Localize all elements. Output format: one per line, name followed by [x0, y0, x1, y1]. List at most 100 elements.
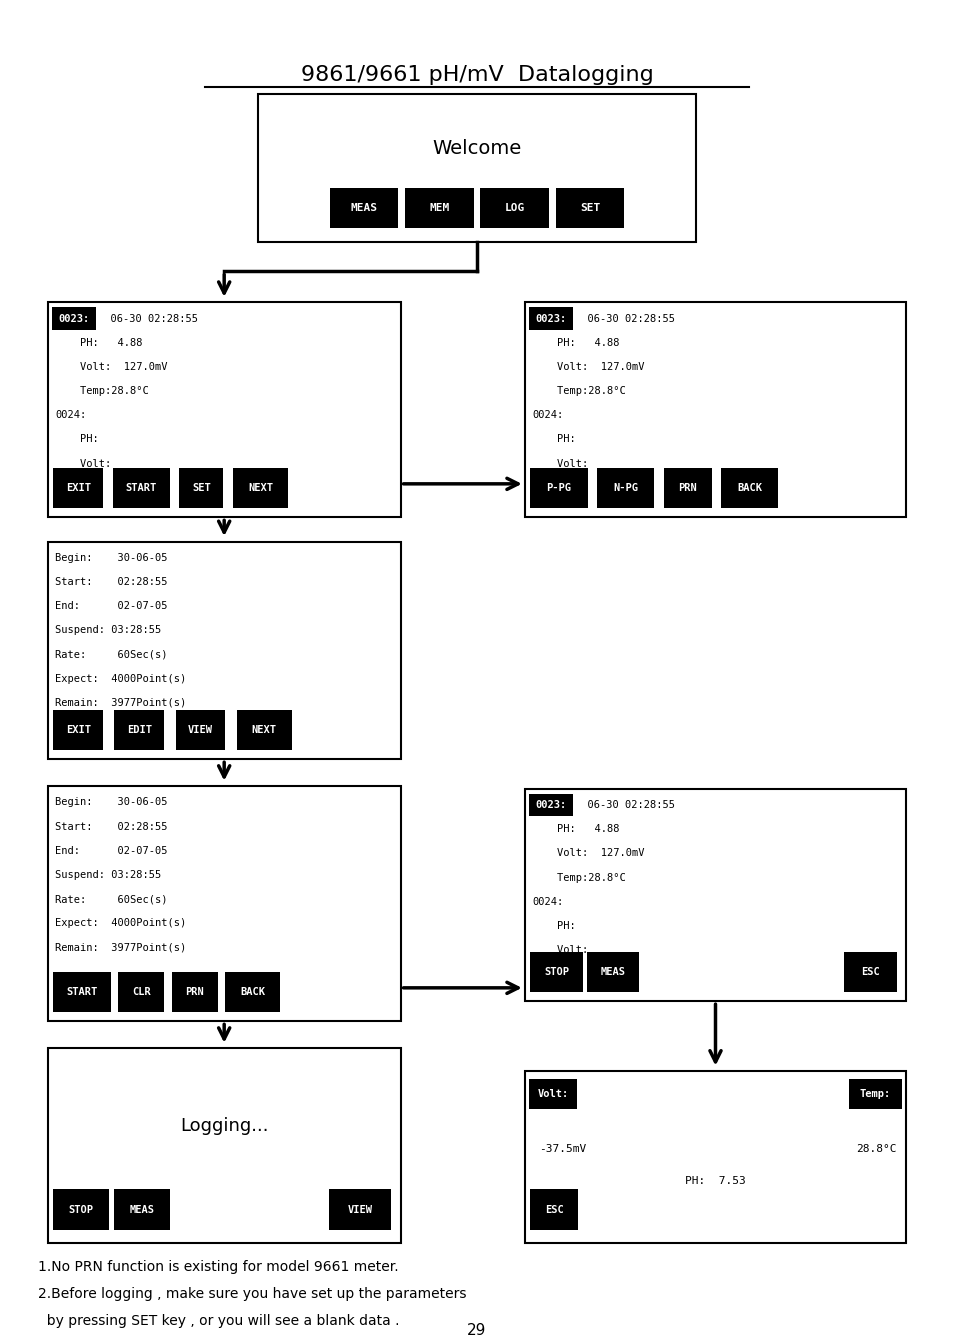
FancyBboxPatch shape — [225, 972, 280, 1012]
Text: VIEW: VIEW — [347, 1204, 373, 1215]
Text: Begin:    30-06-05: Begin: 30-06-05 — [55, 797, 168, 808]
Text: Volt:  127.0mV: Volt: 127.0mV — [532, 848, 644, 859]
Text: 0023:: 0023: — [536, 313, 566, 324]
Text: MEAS: MEAS — [130, 1204, 154, 1215]
FancyBboxPatch shape — [48, 1048, 400, 1243]
FancyBboxPatch shape — [524, 789, 905, 1001]
FancyBboxPatch shape — [53, 972, 111, 1012]
Text: START: START — [67, 986, 97, 997]
Text: NEXT: NEXT — [252, 724, 276, 735]
Text: BACK: BACK — [737, 482, 761, 493]
FancyBboxPatch shape — [530, 952, 582, 992]
FancyBboxPatch shape — [114, 710, 164, 750]
Text: 28.8°C: 28.8°C — [856, 1144, 896, 1154]
FancyBboxPatch shape — [663, 468, 711, 508]
Text: BACK: BACK — [240, 986, 265, 997]
FancyBboxPatch shape — [597, 468, 654, 508]
Text: 0024:: 0024: — [532, 410, 563, 421]
FancyBboxPatch shape — [848, 1079, 901, 1109]
Text: STOP: STOP — [69, 1204, 93, 1215]
Text: Remain:  3977Point(s): Remain: 3977Point(s) — [55, 942, 187, 953]
Text: START: START — [126, 482, 156, 493]
Text: PH:   4.88: PH: 4.88 — [532, 824, 619, 835]
FancyBboxPatch shape — [524, 1071, 905, 1243]
Text: Begin:    30-06-05: Begin: 30-06-05 — [55, 552, 168, 563]
FancyBboxPatch shape — [555, 188, 623, 228]
Text: MEM: MEM — [429, 203, 449, 214]
Text: Suspend: 03:28:55: Suspend: 03:28:55 — [55, 625, 161, 636]
Text: EDIT: EDIT — [127, 724, 152, 735]
Text: STOP: STOP — [543, 966, 569, 977]
FancyBboxPatch shape — [524, 302, 905, 517]
Text: Rate:     60Sec(s): Rate: 60Sec(s) — [55, 894, 168, 905]
Text: Expect:  4000Point(s): Expect: 4000Point(s) — [55, 673, 187, 684]
FancyBboxPatch shape — [114, 1189, 170, 1230]
Text: Volt:  127.0mV: Volt: 127.0mV — [532, 362, 644, 372]
Text: PH:   4.88: PH: 4.88 — [55, 337, 143, 348]
Text: Logging...: Logging... — [180, 1117, 268, 1136]
Text: SET: SET — [192, 482, 211, 493]
Text: 0024:: 0024: — [55, 410, 87, 421]
Text: by pressing SET key , or you will see a blank data .: by pressing SET key , or you will see a … — [38, 1314, 399, 1328]
Text: PRN: PRN — [678, 482, 697, 493]
Text: NEXT: NEXT — [248, 482, 273, 493]
FancyBboxPatch shape — [48, 302, 400, 517]
FancyBboxPatch shape — [53, 1189, 109, 1230]
Text: Volt:: Volt: — [537, 1089, 568, 1099]
FancyBboxPatch shape — [329, 1189, 391, 1230]
Text: ESC: ESC — [544, 1204, 563, 1215]
FancyBboxPatch shape — [112, 468, 170, 508]
Text: ESC: ESC — [861, 966, 879, 977]
Text: Temp:28.8°C: Temp:28.8°C — [532, 872, 625, 883]
Text: N-PG: N-PG — [613, 482, 638, 493]
Text: 29: 29 — [467, 1322, 486, 1339]
Text: Start:    02:28:55: Start: 02:28:55 — [55, 577, 168, 587]
FancyBboxPatch shape — [529, 1079, 577, 1109]
Text: 2.Before logging , make sure you have set up the parameters: 2.Before logging , make sure you have se… — [38, 1288, 466, 1301]
Text: Temp:28.8°C: Temp:28.8°C — [532, 386, 625, 396]
FancyBboxPatch shape — [179, 468, 223, 508]
Text: MEAS: MEAS — [599, 966, 625, 977]
Text: 0024:: 0024: — [532, 896, 563, 907]
Text: PH:: PH: — [532, 434, 576, 445]
Text: Suspend: 03:28:55: Suspend: 03:28:55 — [55, 870, 161, 880]
Text: Rate:     60Sec(s): Rate: 60Sec(s) — [55, 649, 168, 660]
Text: PH:   4.88: PH: 4.88 — [532, 337, 619, 348]
Text: PRN: PRN — [185, 986, 204, 997]
FancyBboxPatch shape — [586, 952, 639, 992]
FancyBboxPatch shape — [48, 542, 400, 759]
Text: EXIT: EXIT — [66, 724, 91, 735]
FancyBboxPatch shape — [233, 468, 288, 508]
Text: Volt:: Volt: — [532, 458, 588, 469]
Text: 06-30 02:28:55: 06-30 02:28:55 — [98, 313, 198, 324]
FancyBboxPatch shape — [236, 710, 292, 750]
Text: SET: SET — [579, 203, 599, 214]
Text: Volt:  127.0mV: Volt: 127.0mV — [55, 362, 168, 372]
Text: Volt:: Volt: — [55, 458, 112, 469]
Text: Temp:: Temp: — [859, 1089, 890, 1099]
Text: 06-30 02:28:55: 06-30 02:28:55 — [575, 313, 675, 324]
Text: PH:  7.53: PH: 7.53 — [684, 1176, 745, 1187]
FancyBboxPatch shape — [48, 786, 400, 1021]
FancyBboxPatch shape — [53, 468, 103, 508]
FancyBboxPatch shape — [53, 710, 103, 750]
Text: PH:: PH: — [532, 921, 576, 931]
Text: LOG: LOG — [504, 203, 524, 214]
FancyBboxPatch shape — [529, 306, 573, 329]
FancyBboxPatch shape — [175, 710, 225, 750]
Text: Temp:28.8°C: Temp:28.8°C — [55, 386, 149, 396]
FancyBboxPatch shape — [480, 188, 549, 228]
Text: End:      02-07-05: End: 02-07-05 — [55, 601, 168, 612]
Text: MEAS: MEAS — [350, 203, 377, 214]
Text: PH:: PH: — [55, 434, 99, 445]
FancyBboxPatch shape — [529, 793, 573, 817]
Text: 06-30 02:28:55: 06-30 02:28:55 — [575, 800, 675, 810]
Text: Expect:  4000Point(s): Expect: 4000Point(s) — [55, 918, 187, 929]
Text: Start:    02:28:55: Start: 02:28:55 — [55, 821, 168, 832]
Text: CLR: CLR — [132, 986, 151, 997]
Text: End:      02-07-05: End: 02-07-05 — [55, 845, 168, 856]
Text: EXIT: EXIT — [66, 482, 91, 493]
FancyBboxPatch shape — [257, 94, 696, 242]
Text: 0023:: 0023: — [536, 800, 566, 810]
FancyBboxPatch shape — [405, 188, 474, 228]
